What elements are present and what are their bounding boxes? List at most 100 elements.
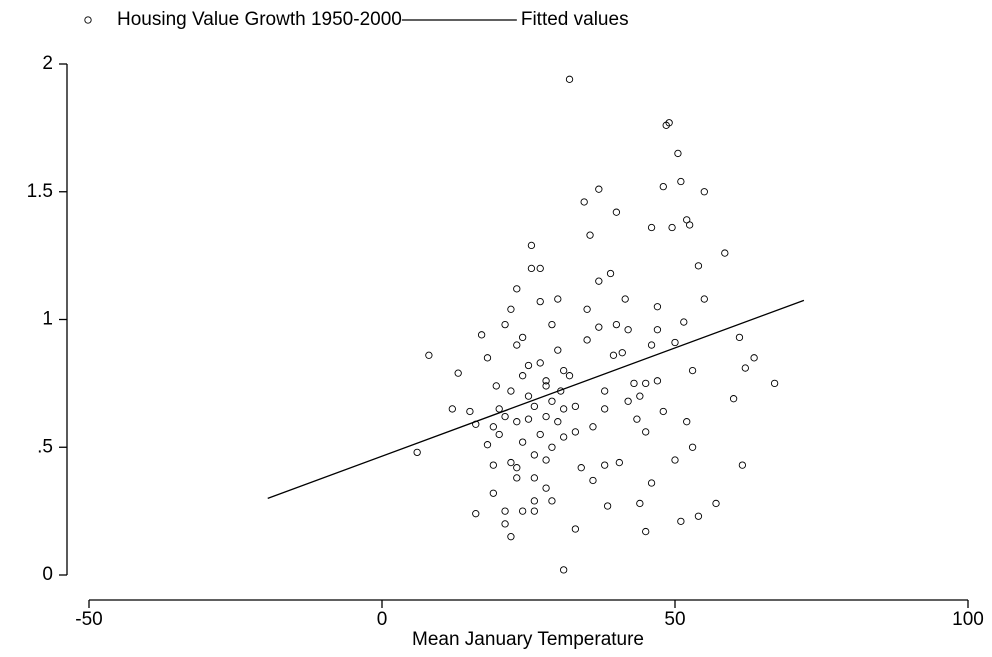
- point: [586, 231, 594, 239]
- point: [527, 241, 536, 250]
- point: [507, 533, 515, 541]
- point: [633, 415, 641, 423]
- point: [653, 326, 662, 334]
- point: [530, 507, 539, 515]
- point: [642, 527, 650, 536]
- point: [542, 484, 550, 492]
- point: [542, 382, 550, 390]
- point: [738, 461, 747, 469]
- point: [677, 517, 685, 525]
- point: [501, 520, 509, 528]
- point: [571, 402, 580, 411]
- point: [527, 264, 536, 273]
- point: [536, 264, 544, 273]
- point: [642, 379, 650, 388]
- point: [583, 336, 591, 344]
- x-tick-label: -50: [75, 609, 102, 630]
- point: [700, 188, 708, 196]
- point: [680, 318, 688, 326]
- point: [542, 412, 550, 421]
- x-tick-label: 0: [377, 609, 388, 630]
- point: [565, 372, 574, 380]
- point: [513, 285, 521, 293]
- point: [603, 502, 612, 510]
- point: [674, 149, 682, 158]
- y-tick-label: 1.5: [27, 181, 53, 202]
- point: [495, 405, 503, 413]
- point: [694, 512, 703, 520]
- point: [501, 320, 509, 329]
- point: [659, 407, 667, 416]
- fitted-line: [267, 299, 805, 499]
- legend-label: Fitted values: [521, 9, 629, 30]
- point: [694, 262, 703, 270]
- point: [595, 323, 603, 331]
- point: [671, 338, 679, 347]
- point: [770, 379, 779, 388]
- point: [495, 430, 503, 439]
- y-tick-label: .5: [37, 436, 53, 457]
- point: [542, 456, 550, 464]
- point: [688, 366, 697, 375]
- legend-marker: [84, 16, 92, 24]
- point: [721, 249, 729, 257]
- point: [601, 461, 609, 469]
- point: [612, 320, 621, 329]
- y-tick-label: 2: [42, 53, 53, 74]
- point: [530, 451, 539, 459]
- point: [530, 402, 539, 411]
- point: [589, 476, 597, 485]
- point: [671, 456, 679, 464]
- point: [466, 407, 474, 416]
- point: [621, 295, 629, 303]
- point: [524, 361, 533, 370]
- point: [571, 525, 580, 533]
- point: [524, 392, 533, 400]
- point: [560, 433, 568, 441]
- point: [647, 341, 656, 349]
- point: [425, 351, 433, 359]
- point: [472, 510, 480, 518]
- point: [677, 177, 685, 186]
- point: [595, 185, 603, 193]
- point: [712, 499, 720, 508]
- point: [501, 507, 509, 515]
- point: [518, 333, 527, 342]
- point: [489, 489, 497, 497]
- point: [518, 438, 527, 446]
- point: [589, 423, 597, 431]
- point: [413, 448, 421, 457]
- point: [700, 295, 708, 303]
- point: [615, 458, 623, 467]
- point: [647, 223, 656, 232]
- point: [750, 354, 758, 362]
- legend-label: Housing Value Growth 1950-2000: [117, 9, 402, 30]
- point: [501, 412, 509, 421]
- point: [735, 333, 744, 342]
- point: [513, 341, 521, 349]
- point: [609, 351, 618, 359]
- point: [448, 405, 456, 413]
- point: [577, 464, 585, 472]
- point: [548, 443, 556, 451]
- point: [560, 566, 568, 574]
- point: [686, 221, 694, 229]
- point: [489, 461, 497, 469]
- point: [630, 379, 638, 388]
- point: [659, 182, 667, 191]
- point: [580, 198, 588, 206]
- point: [668, 223, 676, 232]
- point: [548, 320, 556, 329]
- point: [554, 418, 562, 426]
- point: [513, 464, 521, 472]
- point: [530, 497, 539, 505]
- point: [454, 369, 462, 377]
- point: [653, 377, 662, 385]
- point: [601, 387, 609, 395]
- point: [595, 277, 603, 285]
- point: [536, 359, 544, 367]
- y-tick-label: 0: [42, 564, 53, 585]
- point: [618, 349, 626, 357]
- point: [729, 395, 738, 403]
